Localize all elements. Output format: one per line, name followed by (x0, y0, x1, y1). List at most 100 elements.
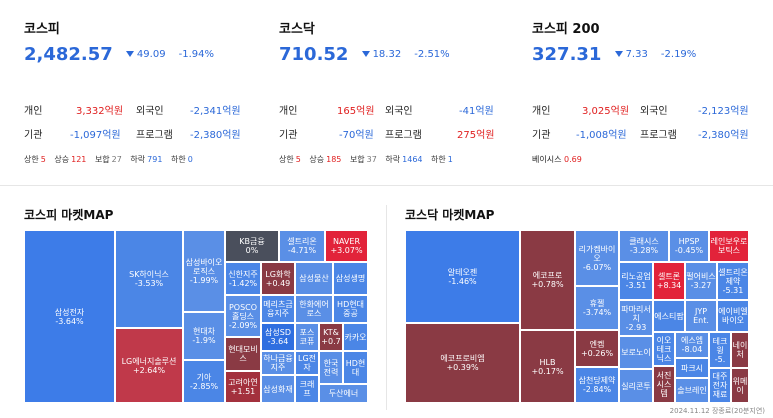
treemap-cell[interactable]: KB금융 0% (225, 230, 279, 262)
treemap-cell[interactable]: 보로노이 (619, 336, 653, 369)
treemap-cell[interactable]: 삼성SD -3.64 (261, 323, 295, 351)
down-arrow-icon (125, 51, 134, 57)
index-name[interactable]: 코스피 (24, 22, 60, 37)
treemap-cell[interactable]: 에코프로비엠 +0.39% (405, 323, 520, 403)
treemap-cell[interactable]: 실리콘투 (619, 369, 653, 403)
treemap-cell[interactable]: KT& +0.7 (319, 323, 343, 351)
kospi-map-title: 코스피 마켓MAP (24, 208, 114, 222)
flow-value: 3,332억원 (76, 106, 124, 117)
investor-flows: 개인 165억원 외국인 -41억원 기관 -70억원 프로그램 275억원 (279, 102, 519, 150)
kosdaq-map-title: 코스닥 마켓MAP (405, 208, 495, 222)
flow-value: -41억원 (459, 106, 494, 117)
treemap-cell[interactable]: 한화에어로스 (295, 295, 333, 323)
treemap-cell[interactable]: LG화학 +0.49 (261, 262, 295, 295)
treemap-cell[interactable]: 포스코퓨 (295, 323, 319, 351)
treemap-cell[interactable]: 엔켐 +0.26% (575, 330, 619, 367)
treemap-cell[interactable]: HD현대중공 (333, 295, 368, 323)
treemap-cell[interactable]: 카카오 (343, 323, 368, 351)
treemap-cell[interactable]: 삼성물산 (295, 262, 333, 295)
treemap-cell[interactable]: HD현대 (343, 351, 368, 384)
kospi200-panel[interactable]: 코스피 200 327.31 7.33 -2.19% 개인 3,025억원 외국… (532, 18, 772, 164)
treemap-cell[interactable]: 이오테크닉스 (653, 332, 675, 366)
treemap-cell[interactable]: 삼성전자 -3.64% (24, 230, 115, 403)
treemap-cell[interactable]: JYP Ent. (685, 300, 717, 332)
flow-value: -70억원 (339, 130, 374, 141)
index-name[interactable]: 코스닥 (279, 22, 315, 37)
treemap-cell[interactable]: 셀트리온 -4.71% (279, 230, 325, 262)
kosdaq-treemap: 알테오젠 -1.46% 에코프로비엠 +0.39% 에코프로 +0.78% HLB +0… (405, 230, 749, 403)
treemap-cell[interactable]: 두산에너 (319, 384, 368, 403)
treemap-cell[interactable]: 파마리서치 -2.93 (619, 300, 653, 336)
treemap-cell[interactable]: 대주전자재료 (709, 368, 731, 403)
treemap-cell[interactable]: NAVER +3.07% (325, 230, 368, 262)
flow-label: 외국인 (136, 106, 164, 117)
flow-value: -2,380억원 (698, 130, 749, 141)
treemap-cell[interactable]: 한국전력 (319, 351, 343, 384)
treemap-cell[interactable]: 에이비엘바이오 (717, 300, 749, 332)
treemap-cell[interactable]: 솔브레인 (675, 378, 709, 403)
treemap-cell[interactable]: 펄어비스 -3.27 (685, 262, 717, 300)
flow-label: 기관 (24, 130, 43, 141)
treemap-cell[interactable]: 고려아연 +1.51 (225, 371, 261, 403)
advance-decline-counts: 상한 5 상승 121 보합 27 하락 791 하한 0 (24, 155, 193, 164)
treemap-cell[interactable]: 기아 -2.85% (183, 360, 225, 403)
index-percent: -2.51% (414, 49, 450, 60)
treemap-cell[interactable]: LG전자 (295, 351, 319, 375)
flow-value: -1,008억원 (576, 130, 627, 141)
kospi-panel[interactable]: 코스피 2,482.57 49.09 -1.94% 개인 3,332억원 외국인… (24, 18, 264, 164)
treemap-cell[interactable]: 현대차 -1.9% (183, 312, 225, 360)
treemap-cell[interactable]: 레인보우로보틱스 (709, 230, 749, 262)
flow-label: 프로그램 (136, 130, 173, 141)
treemap-cell[interactable]: 에코프로 +0.78% (520, 230, 575, 330)
treemap-cell[interactable]: 신한지주 -1.42% (225, 262, 261, 295)
treemap-cell[interactable]: 삼성화재 (261, 375, 295, 403)
flow-value: -2,123억원 (698, 106, 749, 117)
index-change: 18.32 (361, 49, 401, 60)
treemap-cell[interactable]: 네이처 (731, 332, 749, 368)
treemap-cell[interactable]: 하나금융지주 (261, 351, 295, 375)
treemap-cell[interactable]: 셀트리온제약 -5.31 (717, 262, 749, 300)
treemap-cell[interactable]: 테크윙 -5. (709, 332, 731, 368)
treemap-cell[interactable]: HLB +0.17% (520, 330, 575, 403)
basis-row: 베이시스 0.69 (532, 155, 582, 164)
treemap-cell[interactable]: 에스엠 -8.04 (675, 332, 709, 358)
index-value-row: 327.31 7.33 -2.19% (532, 44, 772, 70)
treemap-cell[interactable]: 리가켐바이오 -6.07% (575, 230, 619, 286)
treemap-cell[interactable]: 현대모비스 (225, 337, 261, 371)
treemap-cell[interactable]: 휴젤 -3.74% (575, 286, 619, 330)
index-value-row: 2,482.57 49.09 -1.94% (24, 44, 264, 70)
flow-value: -2,380억원 (190, 130, 241, 141)
map-divider (386, 205, 387, 410)
down-arrow-icon (614, 51, 623, 57)
treemap-cell[interactable]: 클래시스 -3.28% (619, 230, 669, 262)
treemap-cell[interactable]: 크래프 (295, 375, 319, 403)
flow-label: 외국인 (385, 106, 413, 117)
flow-label: 기관 (532, 130, 551, 141)
flow-label: 프로그램 (385, 130, 422, 141)
kosdaq-panel[interactable]: 코스닥 710.52 18.32 -2.51% 개인 165억원 외국인 -41… (279, 18, 519, 164)
treemap-cell[interactable]: 에스티팜 (653, 300, 685, 332)
treemap-cell[interactable]: 삼천당제약 -2.84% (575, 367, 619, 403)
flow-label: 개인 (532, 106, 551, 117)
index-percent: -2.19% (660, 49, 697, 60)
treemap-cell[interactable]: POSCO홀딩스 -2.09% (225, 295, 261, 337)
treemap-cell[interactable]: 리노공업 -3.51 (619, 262, 653, 300)
flow-label: 외국인 (640, 106, 668, 117)
index-change: 7.33 (614, 49, 648, 60)
treemap-cell[interactable]: 메리츠금융지주 (261, 295, 295, 323)
flow-value: -2,341억원 (190, 106, 241, 117)
treemap-cell[interactable]: HPSP -0.45% (669, 230, 709, 262)
treemap-cell[interactable]: 파크시 (675, 358, 709, 378)
treemap-cell[interactable]: 서진시스템 (653, 366, 675, 403)
treemap-cell[interactable]: 알테오젠 -1.46% (405, 230, 520, 323)
treemap-cell[interactable]: 삼성생명 (333, 262, 368, 295)
treemap-cell[interactable]: SK하이닉스 -3.53% (115, 230, 183, 328)
treemap-cell[interactable]: 셀트론 +8.34 (653, 262, 685, 300)
index-change: 49.09 (125, 49, 166, 60)
timestamp-note: 2024.11.12 장종료(20분지연) (669, 407, 765, 415)
index-name[interactable]: 코스피 200 (532, 22, 600, 37)
treemap-cell[interactable]: 위메이 (731, 368, 749, 403)
treemap-cell[interactable]: 삼성바이오로직스 -1.99% (183, 230, 225, 312)
treemap-cell[interactable]: LG에너지솔루션 +2.64% (115, 328, 183, 403)
investor-flows: 개인 3,025억원 외국인 -2,123억원 기관 -1,008억원 프로그램… (532, 102, 772, 150)
